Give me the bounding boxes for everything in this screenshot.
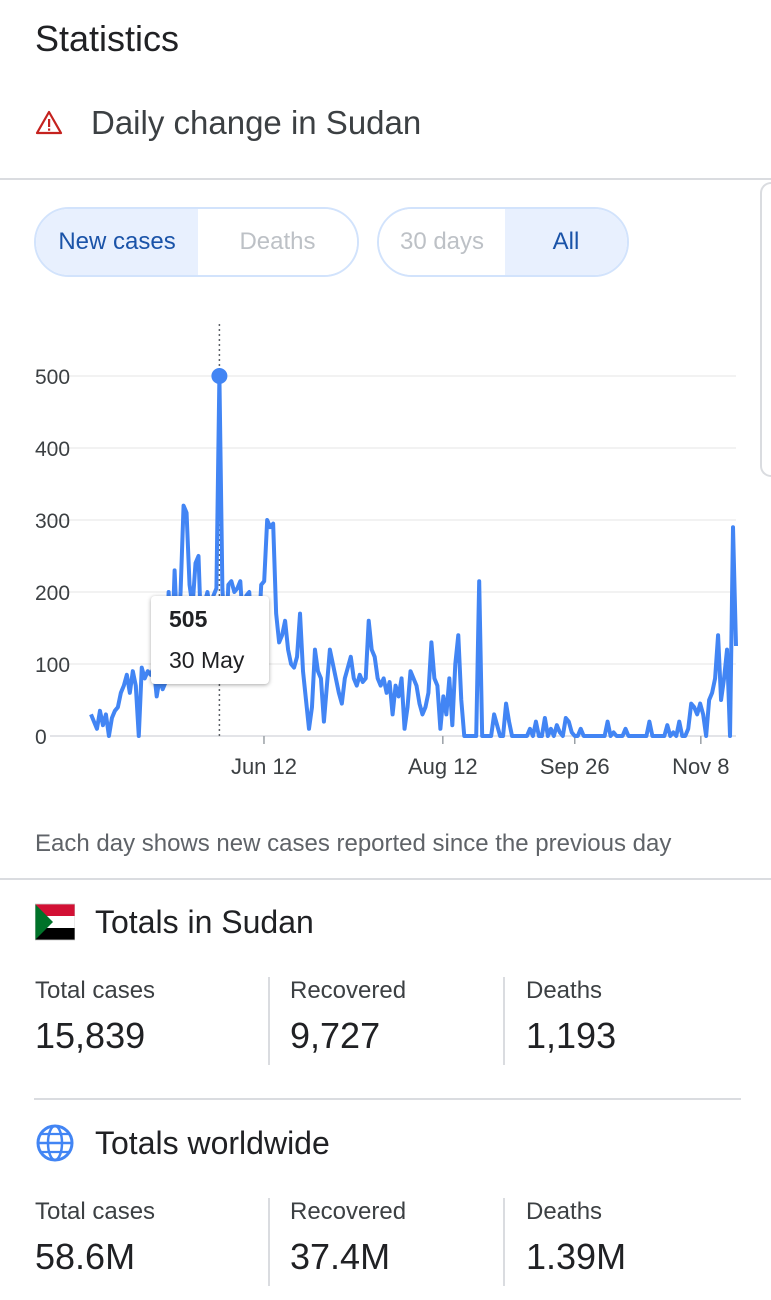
x-tick-label: Jun 12 bbox=[231, 754, 297, 779]
y-tick-label: 500 bbox=[35, 366, 70, 389]
x-tick-label: Aug 12 bbox=[408, 754, 478, 779]
metric-toggle: New cases Deaths bbox=[34, 207, 359, 277]
stat-label: Recovered bbox=[290, 977, 407, 1004]
x-tick-label: Nov 8 bbox=[672, 754, 729, 779]
stat-value: 58.6M bbox=[35, 1236, 136, 1277]
chart-footnote: Each day shows new cases reported since … bbox=[35, 830, 672, 857]
divider bbox=[0, 178, 771, 180]
y-tick-label: 400 bbox=[35, 438, 70, 461]
y-tick-label: 200 bbox=[35, 582, 70, 605]
stat-separator bbox=[503, 977, 505, 1065]
x-tick-label: Sep 26 bbox=[540, 754, 610, 779]
sudan-heading-label: Totals in Sudan bbox=[95, 903, 314, 940]
y-tick-label: 0 bbox=[35, 726, 47, 749]
all-tab[interactable]: All bbox=[505, 209, 627, 275]
sudan-stats: Total cases 15,839 Recovered 9,727 Death… bbox=[0, 977, 771, 1067]
y-tick-label: 100 bbox=[35, 654, 70, 677]
stat-value: 1.39M bbox=[526, 1236, 627, 1277]
highlight-point bbox=[211, 368, 228, 384]
stat-value: 15,839 bbox=[35, 1015, 146, 1056]
world-deaths: Deaths 1.39M bbox=[526, 1198, 626, 1278]
worldwide-heading-label: Totals worldwide bbox=[95, 1124, 330, 1161]
stat-label: Deaths bbox=[526, 977, 603, 1004]
sudan-totals-heading: Totals in Sudan bbox=[35, 900, 314, 944]
thirty-days-tab[interactable]: 30 days bbox=[379, 209, 505, 275]
stat-value: 1,193 bbox=[526, 1015, 617, 1056]
chart-canvas: 0 100 200 300 400 500 Jun 12 Aug 12 Sep 26 Nov 8 bbox=[35, 324, 738, 779]
page-title: Statistics bbox=[35, 18, 180, 59]
warning-triangle-icon bbox=[35, 110, 63, 135]
deaths-tab[interactable]: Deaths bbox=[198, 209, 357, 275]
new-cases-tab[interactable]: New cases bbox=[36, 209, 198, 275]
new-cases-series-line bbox=[89, 374, 738, 738]
world-recovered: Recovered 37.4M bbox=[290, 1198, 406, 1278]
tooltip-value: 505 bbox=[169, 606, 208, 632]
stat-label: Total cases bbox=[35, 1198, 156, 1225]
daily-cases-chart[interactable]: 0 100 200 300 400 500 Jun 12 Aug 12 Sep 26 Nov 8 bbox=[0, 290, 771, 800]
stat-separator bbox=[268, 1198, 270, 1286]
subtitle-row: Daily change in Sudan bbox=[35, 100, 421, 146]
y-tick-label: 300 bbox=[35, 510, 70, 533]
world-total-cases: Total cases 58.6M bbox=[35, 1198, 155, 1278]
sudan-flag-icon bbox=[35, 903, 75, 941]
subtitle: Daily change in Sudan bbox=[91, 104, 422, 141]
worldwide-stats: Total cases 58.6M Recovered 37.4M Deaths… bbox=[0, 1198, 771, 1288]
stat-separator bbox=[503, 1198, 505, 1286]
globe-icon bbox=[36, 1124, 74, 1162]
stat-value: 37.4M bbox=[290, 1236, 391, 1277]
stat-label: Total cases bbox=[35, 977, 156, 1004]
tooltip-date: 30 May bbox=[169, 647, 245, 673]
divider bbox=[0, 878, 771, 880]
stat-label: Recovered bbox=[290, 1198, 407, 1225]
stat-value: 9,727 bbox=[290, 1015, 381, 1056]
sudan-deaths: Deaths 1,193 bbox=[526, 977, 616, 1057]
side-panel-edge bbox=[760, 182, 771, 477]
divider bbox=[34, 1098, 741, 1100]
sudan-total-cases: Total cases 15,839 bbox=[35, 977, 155, 1057]
worldwide-totals-heading: Totals worldwide bbox=[35, 1121, 330, 1165]
sudan-recovered: Recovered 9,727 bbox=[290, 977, 406, 1057]
range-toggle: 30 days All bbox=[377, 207, 629, 277]
stat-label: Deaths bbox=[526, 1198, 603, 1225]
stat-separator bbox=[268, 977, 270, 1065]
chart-tooltip: 505 30 May bbox=[151, 596, 269, 684]
